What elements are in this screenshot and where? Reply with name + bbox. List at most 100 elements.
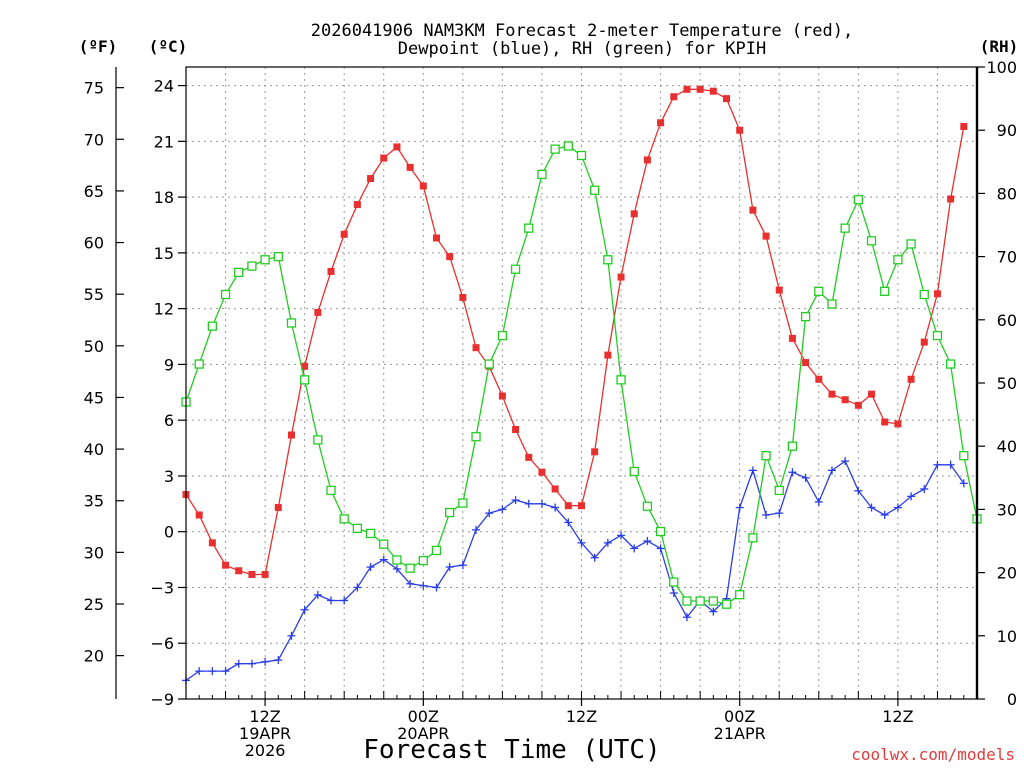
dewpoint-point: [669, 589, 678, 598]
x-tick-label: 00Z: [408, 707, 439, 726]
x-tick-label: 2026: [245, 741, 286, 760]
rh-point: [497, 330, 508, 341]
2-meter-temperature-point: [657, 119, 665, 127]
rh-point: [695, 596, 705, 606]
chart-title-line: 2026041906 NAM3KM Forecast 2-meter Tempe…: [311, 21, 853, 41]
2-meter-temperature-point: [551, 485, 559, 493]
2-meter-temperature-point: [578, 502, 585, 510]
x-tick-label: 00Z: [724, 707, 755, 726]
dewpoint-point: [472, 525, 481, 534]
dewpoint-point: [458, 561, 467, 570]
celsius-tick-label: 9: [164, 355, 174, 374]
rh-point: [550, 144, 560, 154]
2-meter-temperature-point: [591, 448, 599, 456]
2-meter-temperature-point: [630, 210, 638, 218]
dewpoint-point: [748, 466, 757, 475]
dewpoint-point: [814, 497, 823, 506]
dewpoint-point: [300, 605, 309, 614]
rh-point: [418, 555, 428, 566]
fahrenheit-tick-label: 30: [84, 543, 104, 562]
dewpoint-point: [801, 473, 810, 482]
dewpoint-point: [867, 503, 876, 512]
dewpoint-point: [379, 555, 388, 564]
2-meter-temperature-point: [696, 85, 704, 93]
2-meter-temperature-point: [894, 420, 902, 428]
celsius-tick-label: 12: [154, 300, 174, 319]
rh-point: [682, 596, 692, 606]
dewpoint-point: [537, 499, 546, 508]
rh-point: [563, 141, 573, 151]
rh-point: [708, 596, 718, 606]
dewpoint-point: [274, 655, 283, 664]
2-meter-temperature-point: [762, 232, 770, 240]
2-meter-temperature-point: [406, 163, 414, 171]
2-meter-temperature-point: [802, 359, 810, 367]
rh-point: [787, 441, 798, 451]
fahrenheit-tick-label: 60: [84, 234, 104, 253]
fahrenheit-tick-label: 55: [84, 285, 104, 304]
rh-point: [313, 435, 323, 445]
2-meter-temperature-point: [459, 293, 467, 301]
2-meter-temperature-line: [185, 88, 965, 576]
rh-point: [906, 239, 916, 249]
2-meter-temperature-point: [367, 175, 375, 183]
rh-point: [471, 432, 481, 442]
rh-point: [484, 359, 494, 369]
dewpoint-point: [406, 579, 415, 588]
2-meter-temperature-point: [564, 502, 572, 510]
celsius-tick-label: 6: [164, 411, 174, 430]
2-meter-temperature-point: [380, 154, 388, 162]
dewpoint-point: [577, 538, 586, 547]
dewpoint-point: [933, 460, 942, 469]
rh-point: [339, 514, 349, 524]
rh-point: [379, 539, 389, 549]
rh-tick-label: 10: [997, 627, 1017, 646]
fahrenheit-tick-label: 50: [84, 337, 104, 356]
2-meter-temperature-point: [854, 401, 862, 409]
dewpoint-point: [590, 553, 599, 562]
rh-tick-label: 50: [997, 374, 1017, 393]
rh-point: [273, 251, 283, 262]
2-meter-temperature-point: [815, 375, 823, 383]
celsius-tick-label: 15: [154, 244, 174, 263]
2-meter-temperature-point: [868, 390, 876, 398]
2-meter-temperature-point: [881, 418, 889, 426]
fahrenheit-tick-label: 75: [84, 79, 104, 98]
dewpoint-point: [313, 590, 322, 599]
rh-point: [840, 223, 850, 233]
rh-point: [800, 311, 811, 322]
x-tick-label: 20APR: [397, 724, 449, 743]
2-meter-temperature-point: [604, 351, 612, 359]
rh-point: [286, 318, 297, 328]
x-tick-label: 19APR: [239, 724, 291, 743]
rh-point: [524, 223, 534, 233]
2-meter-temperature-point: [248, 570, 256, 578]
x-tick-label: 12Z: [249, 707, 280, 726]
dewpoint-point: [775, 509, 784, 518]
dewpoint-point: [353, 583, 362, 592]
2-meter-temperature-point: [960, 122, 968, 130]
fahrenheit-tick-label: 45: [84, 388, 104, 407]
rh-point: [260, 255, 270, 265]
dewpoint-point: [261, 657, 270, 666]
celsius-tick-label: 18: [154, 188, 174, 207]
2-meter-temperature-point: [643, 156, 651, 164]
celsius-tick-label: −6: [150, 634, 174, 653]
rh-point: [207, 321, 218, 331]
2-meter-temperature-point: [261, 570, 269, 578]
dewpoint-point: [959, 479, 968, 488]
2-meter-temperature-point: [327, 267, 335, 275]
dewpoint-point: [287, 631, 296, 640]
dewpoint-point: [735, 503, 744, 512]
rh-unit-label: (RH): [980, 37, 1019, 56]
2-meter-temperature-point: [788, 334, 796, 342]
dewpoint-point: [564, 518, 573, 527]
rh-tick-label: 60: [997, 311, 1017, 330]
rh-tick-label: 40: [997, 437, 1017, 456]
2-meter-temperature-point: [525, 453, 533, 461]
fahrenheit-tick-label: 25: [84, 595, 104, 614]
fahrenheit-tick-label: 40: [84, 440, 104, 459]
rh-point: [761, 451, 771, 461]
fahrenheit-tick-label: 20: [84, 647, 104, 666]
